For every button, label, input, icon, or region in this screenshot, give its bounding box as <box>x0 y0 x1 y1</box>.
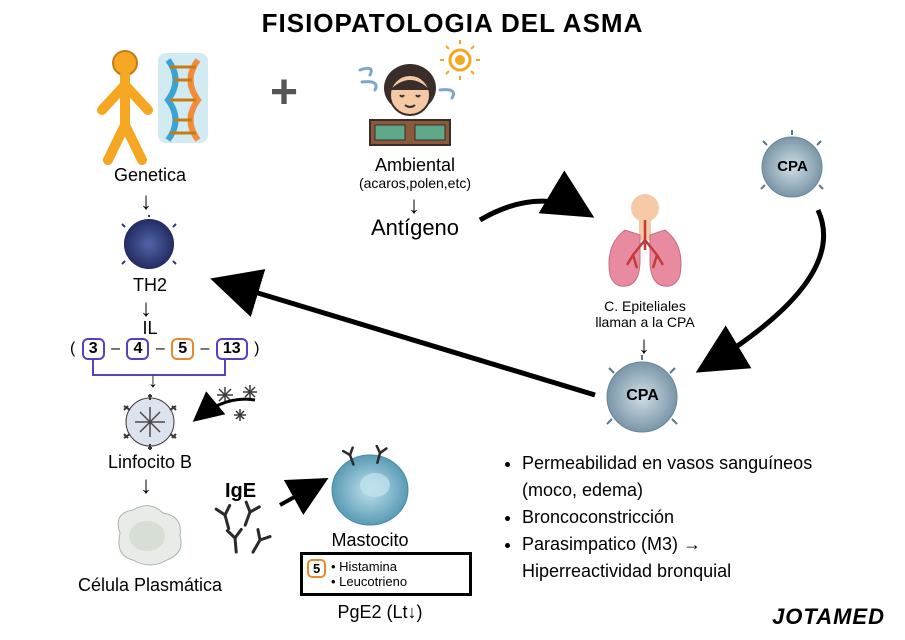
mediator-histamina: Histamina <box>339 559 397 574</box>
mastocito-label: Mastocito <box>320 530 420 551</box>
il-num-13: 13 <box>216 338 248 360</box>
ige-antibodies-icon <box>210 500 280 560</box>
ambiental-label-1: Ambiental <box>340 155 490 176</box>
c-epiteliales-label-2: llaman a la CPA <box>585 314 705 330</box>
genetica-icon <box>90 45 230 165</box>
effects-list: Permeabilidad en vasos sanguíneos (moco,… <box>500 450 820 585</box>
mediator-num-5: 5 <box>307 559 326 578</box>
snowflake-icon <box>210 380 270 430</box>
linfocito-b-icon <box>120 392 180 452</box>
linfocito-b-label: Linfocito B <box>100 452 200 473</box>
plus-symbol: + <box>270 65 298 120</box>
effect-1: Permeabilidad en vasos sanguíneos (moco,… <box>522 450 820 504</box>
mediator-leucotrieno: Leucotrieno <box>339 574 407 589</box>
il-num-3: 3 <box>82 338 105 360</box>
ambiental-icon <box>340 40 490 160</box>
page-title: FISIOPATOLOGIA DEL ASMA <box>0 8 905 39</box>
genetica-label: Genetica <box>95 165 205 186</box>
il-label: IL <box>130 318 170 339</box>
mediator-box: 5 • Histamina • Leucotrieno <box>300 552 472 596</box>
cpa-top-label: CPA <box>755 158 830 175</box>
il-bracket <box>92 360 226 376</box>
c-epiteliales-label-1: C. Epiteliales <box>585 298 705 314</box>
celula-plasmatica-label: Célula Plasmática <box>75 575 225 596</box>
arrow-linf-plasma: ↓ <box>140 472 152 500</box>
th2-label: TH2 <box>115 275 185 296</box>
antigeno-label: Antígeno <box>355 215 475 241</box>
cpa-bottom-icon: CPA <box>600 355 685 440</box>
mastocito-icon <box>325 445 415 530</box>
th2-cell-icon <box>120 215 178 273</box>
brand-label: JOTAMED <box>772 604 885 630</box>
ambiental-label-2: (acaros,polen,etc) <box>340 175 490 191</box>
pge2-label: PgE2 (Lt↓) <box>320 602 440 623</box>
il-num-5: 5 <box>171 338 194 360</box>
il-numbers: ( 3 – 4 – 5 – 13 ) <box>70 338 259 360</box>
cpa-top-icon: CPA <box>755 130 830 205</box>
il-num-4: 4 <box>126 338 149 360</box>
arrow-il-linf: ↓ <box>148 370 158 393</box>
effect-3: Parasimpatico (M3) → Hiperreactividad br… <box>522 531 820 585</box>
celula-plasmatica-icon <box>105 498 190 573</box>
arrow-gen-th2: ↓ <box>140 188 152 216</box>
cpa-bottom-label: CPA <box>600 387 685 405</box>
effect-2: Broncoconstricción <box>522 504 820 531</box>
lungs-icon <box>585 190 705 300</box>
